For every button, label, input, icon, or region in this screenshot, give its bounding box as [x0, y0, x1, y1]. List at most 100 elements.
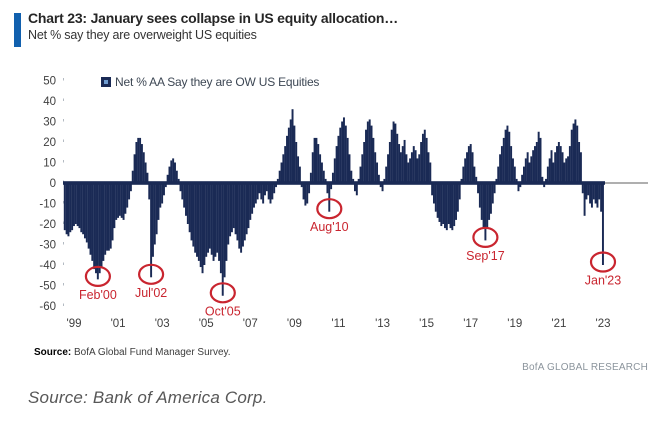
bar — [140, 144, 143, 183]
x-tick-label: '07 — [243, 318, 258, 330]
bar — [273, 183, 276, 194]
bar — [238, 183, 241, 249]
source-note: Source: BofA Global Fund Manager Survey. — [34, 347, 231, 358]
bar — [181, 183, 184, 200]
bar — [541, 176, 544, 183]
bar — [84, 183, 86, 239]
bar — [65, 183, 68, 235]
bar — [190, 183, 193, 241]
bar — [175, 170, 178, 183]
bar — [517, 183, 520, 192]
bar — [363, 142, 366, 183]
bar — [300, 183, 303, 188]
bar — [278, 170, 281, 183]
bar — [282, 154, 285, 183]
y-tick-label: -10 — [39, 199, 56, 211]
bar — [280, 162, 283, 183]
bar — [172, 158, 175, 183]
bar — [159, 183, 162, 208]
bar — [330, 183, 333, 190]
bar — [524, 158, 527, 183]
bar — [600, 183, 603, 212]
bar — [500, 146, 503, 183]
bar — [409, 158, 412, 183]
bar — [434, 183, 437, 212]
bar — [361, 154, 364, 183]
bar — [201, 183, 204, 274]
bar — [379, 183, 382, 188]
bar — [109, 183, 112, 249]
bar — [245, 183, 248, 235]
bar — [128, 183, 131, 200]
x-tick-label: '17 — [463, 318, 478, 330]
bar — [260, 183, 263, 200]
bar — [339, 127, 342, 183]
bar — [151, 183, 154, 257]
bar — [433, 183, 435, 204]
legend-square-icon — [101, 77, 111, 87]
bar — [87, 183, 90, 249]
x-tick-label: '19 — [507, 318, 522, 330]
bar — [256, 183, 259, 200]
bar — [131, 170, 134, 183]
bar — [526, 152, 529, 183]
bar — [387, 154, 390, 183]
bar — [466, 152, 469, 183]
bar — [298, 166, 301, 183]
bar — [293, 125, 296, 183]
bar — [344, 125, 347, 183]
bar — [530, 156, 533, 183]
bar — [420, 142, 423, 183]
bar — [212, 183, 215, 261]
source-label: Source: — [34, 347, 72, 358]
legend: Net % AA Say they are OW US Equities — [101, 75, 319, 89]
bar — [96, 183, 99, 280]
bar — [333, 158, 336, 183]
bar — [179, 183, 182, 192]
bar — [366, 121, 369, 183]
bar — [552, 162, 555, 183]
bar — [578, 142, 581, 183]
bar — [161, 183, 164, 204]
bar — [348, 154, 351, 183]
bar — [95, 183, 97, 274]
bar — [532, 150, 535, 183]
bar — [583, 183, 586, 216]
bar — [513, 166, 516, 183]
y-tick-label: 20 — [43, 137, 56, 149]
bar — [276, 178, 279, 183]
bar — [451, 183, 454, 231]
bar — [247, 183, 250, 229]
brand-mark: BofA GLOBAL RESEARCH — [522, 362, 648, 373]
bar — [377, 174, 380, 183]
bar — [442, 183, 445, 224]
bar — [570, 129, 573, 183]
bar — [98, 183, 101, 274]
bar — [306, 183, 309, 204]
x-tick-label: '23 — [596, 318, 611, 330]
bar — [491, 183, 494, 204]
y-tick-label: -60 — [39, 301, 56, 313]
x-tick-label: '15 — [419, 318, 434, 330]
bar — [249, 183, 252, 220]
bar — [162, 183, 165, 196]
bar — [317, 144, 320, 183]
bar — [354, 183, 356, 192]
bar — [111, 183, 114, 241]
bar — [71, 183, 74, 231]
bar — [106, 183, 108, 251]
annotation-label: Jan'23 — [585, 274, 621, 288]
bar — [376, 162, 379, 183]
y-tick-label: 0 — [50, 178, 56, 190]
bar — [510, 146, 513, 183]
bar — [183, 183, 186, 208]
bar — [304, 183, 307, 206]
bar — [546, 166, 549, 183]
bar — [567, 156, 570, 183]
legend-label: Net % AA Say they are OW US Equities — [115, 75, 320, 89]
bar — [590, 183, 593, 208]
annotation-label: Feb'00 — [79, 288, 117, 302]
bar — [462, 166, 465, 183]
bar — [596, 183, 599, 208]
bar — [331, 172, 334, 183]
